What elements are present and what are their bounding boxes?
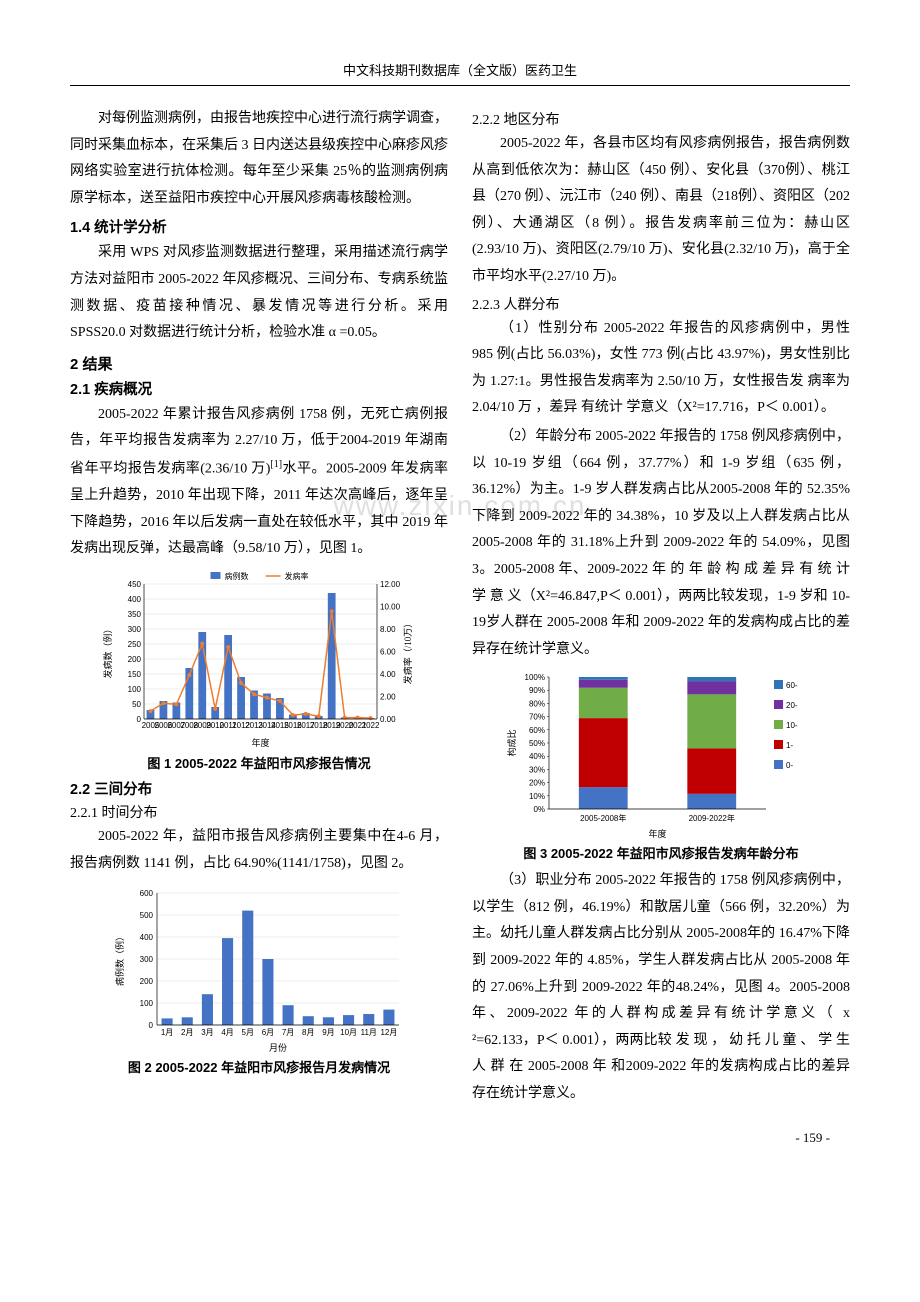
svg-text:300: 300 (128, 625, 142, 634)
svg-text:10.00: 10.00 (380, 602, 401, 611)
paragraph: 2005-2022 年累计报告风疹病例 1758 例，无死亡病例报告，年平均报告… (70, 402, 448, 563)
svg-text:2月: 2月 (181, 1028, 193, 1037)
svg-text:100%: 100% (525, 673, 545, 682)
svg-text:发病数（例）: 发病数（例） (102, 624, 113, 678)
paragraph: （1）性别分布 2005-2022 年报告的风疹病例中，男性 985 例(占比 … (472, 316, 850, 422)
paragraph: 对每例监测病例，由报告地疾控中心进行流行病学调查，同时采集血标本，在采集后 3 … (70, 106, 448, 212)
svg-text:发病率: 发病率 (285, 571, 309, 581)
svg-text:7月: 7月 (282, 1028, 294, 1037)
svg-text:年度: 年度 (648, 828, 666, 839)
heading-2-2-2: 2.2.2 地区分布 (472, 109, 850, 129)
svg-text:2009-2022年: 2009-2022年 (689, 813, 735, 823)
paragraph: 2005-2022 年，益阳市报告风疹病例主要集中在4-6 月，报告病例数 11… (70, 824, 448, 877)
svg-text:100: 100 (128, 685, 142, 694)
svg-text:发病率（/10万）: 发病率（/10万） (402, 619, 413, 685)
right-column: 2.2.2 地区分布 2005-2022 年，各县市区均有风疹病例报告，报告病例… (472, 106, 850, 1110)
svg-text:20-: 20- (786, 701, 798, 710)
figure-1-caption: 图 1 2005-2022 年益阳市风疹报告情况 (70, 753, 448, 772)
svg-text:350: 350 (128, 610, 142, 619)
left-column: 对每例监测病例，由报告地疾控中心进行流行病学调查，同时采集血标本，在采集后 3 … (70, 106, 448, 1110)
svg-text:1-: 1- (786, 741, 793, 750)
chart-svg: 0% 10% 20% 30% 40% 50% 60% 70% 80% 90% 100% 2005-20… (501, 669, 821, 839)
svg-text:10%: 10% (529, 792, 545, 801)
svg-text:0: 0 (149, 1021, 154, 1030)
heading-2-1: 2.1 疾病概况 (70, 378, 448, 399)
svg-text:200: 200 (140, 977, 154, 986)
heading-2-2-1: 2.2.1 时间分布 (70, 802, 448, 822)
svg-text:100: 100 (140, 999, 154, 1008)
figure-2-caption: 图 2 2005-2022 年益阳市风疹报告月发病情况 (70, 1057, 448, 1076)
svg-text:0-: 0- (786, 761, 793, 770)
svg-text:构成比: 构成比 (506, 730, 517, 757)
svg-text:0.00: 0.00 (380, 715, 396, 724)
svg-text:病例数: 病例数 (225, 571, 249, 581)
svg-text:4月: 4月 (221, 1028, 233, 1037)
svg-text:8月: 8月 (302, 1028, 314, 1037)
figure-2: 0 100 200 300 400 500 600 1月 2月 3月 4月 5月 6月 7月 8月 9月 10月… (70, 883, 448, 1053)
svg-text:10月: 10月 (340, 1028, 357, 1037)
svg-text:2005-2008年: 2005-2008年 (580, 813, 626, 823)
svg-text:60-: 60- (786, 681, 798, 690)
svg-text:70%: 70% (529, 713, 545, 722)
page-number: - 159 - (70, 1130, 850, 1146)
heading-2-2-3: 2.2.3 人群分布 (472, 294, 850, 314)
citation: [1] (270, 459, 282, 470)
paragraph: 采用 WPS 对风疹监测数据进行整理，采用描述流行病学方法对益阳市 2005-2… (70, 240, 448, 346)
svg-text:50%: 50% (529, 739, 545, 748)
svg-text:6.00: 6.00 (380, 647, 396, 656)
svg-text:400: 400 (128, 595, 142, 604)
svg-text:200: 200 (128, 655, 142, 664)
figure-3-caption: 图 3 2005-2022 年益阳市风疹报告发病年龄分布 (472, 843, 850, 862)
heading-2-2: 2.2 三间分布 (70, 778, 448, 799)
chart-svg: 0 100 200 300 400 500 600 1月 2月 3月 4月 5月 6月 7月 8月 9月 10月… (109, 883, 409, 1053)
svg-text:150: 150 (128, 670, 142, 679)
svg-text:病例数（例）: 病例数（例） (114, 932, 125, 986)
svg-text:11月: 11月 (361, 1028, 377, 1037)
svg-text:400: 400 (140, 933, 154, 942)
svg-text:90%: 90% (529, 686, 545, 695)
svg-text:600: 600 (140, 889, 154, 898)
svg-text:8.00: 8.00 (380, 625, 396, 634)
svg-text:6月: 6月 (262, 1028, 274, 1037)
svg-text:20%: 20% (529, 779, 545, 788)
page: www.zixin.com.cn 中文科技期刊数据库（全文版）医药卫生 对每例监… (0, 0, 920, 1186)
svg-text:40%: 40% (529, 752, 545, 761)
two-column-layout: 对每例监测病例，由报告地疾控中心进行流行病学调查，同时采集血标本，在采集后 3 … (70, 106, 850, 1110)
svg-text:450: 450 (128, 580, 142, 589)
svg-text:5月: 5月 (242, 1028, 254, 1037)
svg-text:50: 50 (132, 700, 141, 709)
paragraph: 2005-2022 年，各县市区均有风疹病例报告，报告病例数从高到低依次为：赫山… (472, 131, 850, 291)
chart-svg: 0501001502002503003504004500.002.004.006… (99, 569, 419, 749)
figure-3: 0% 10% 20% 30% 40% 50% 60% 70% 80% 90% 100% 2005-20… (472, 669, 850, 839)
svg-text:4.00: 4.00 (380, 670, 396, 679)
paragraph: （3）职业分布 2005-2022 年报告的 1758 例风疹病例中，以学生（8… (472, 868, 850, 1107)
svg-text:1月: 1月 (161, 1028, 173, 1037)
svg-text:0%: 0% (533, 805, 545, 814)
svg-text:300: 300 (140, 955, 154, 964)
svg-text:12.00: 12.00 (380, 580, 401, 589)
svg-text:3月: 3月 (201, 1028, 213, 1037)
svg-text:500: 500 (140, 911, 154, 920)
svg-text:10-: 10- (786, 721, 798, 730)
svg-text:80%: 80% (529, 700, 545, 709)
svg-text:60%: 60% (529, 726, 545, 735)
figure-1: 0501001502002503003504004500.002.004.006… (70, 569, 448, 749)
svg-text:2022: 2022 (362, 721, 380, 730)
paragraph: （2）年龄分布 2005-2022 年报告的 1758 例风疹病例中，以 10-… (472, 424, 850, 663)
svg-text:30%: 30% (529, 766, 545, 775)
svg-text:月份: 月份 (269, 1042, 287, 1053)
svg-text:12月: 12月 (380, 1028, 397, 1037)
svg-text:2.00: 2.00 (380, 692, 396, 701)
heading-1-4: 1.4 统计学分析 (70, 216, 448, 237)
svg-text:250: 250 (128, 640, 142, 649)
running-header: 中文科技期刊数据库（全文版）医药卫生 (70, 60, 850, 86)
svg-text:9月: 9月 (322, 1028, 334, 1037)
heading-2: 2 结果 (70, 353, 448, 374)
svg-text:年度: 年度 (251, 737, 269, 748)
